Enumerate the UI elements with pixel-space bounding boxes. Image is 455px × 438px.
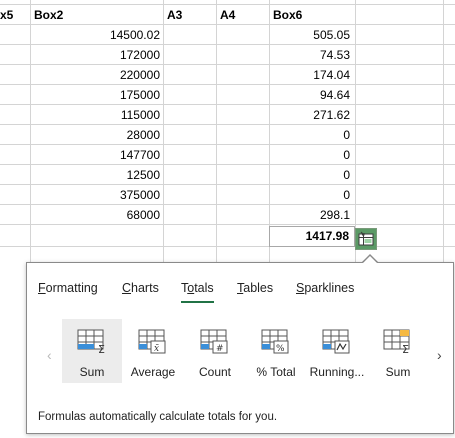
box6-cell[interactable]: 94.64	[319, 88, 350, 102]
gridline	[0, 4, 455, 5]
gridline	[0, 44, 455, 45]
gridline	[0, 164, 455, 165]
tab-accelerator: S	[296, 281, 305, 295]
option-average[interactable]: x̄ Average	[123, 319, 183, 383]
quick-analysis-icon	[358, 231, 374, 246]
box6-cell[interactable]: 0	[343, 188, 350, 202]
option-label: Average	[130, 365, 176, 379]
box6-cell[interactable]: 0	[343, 148, 350, 162]
quick-analysis-panel: Formatting Charts Totals Tables Sparklin…	[26, 262, 454, 434]
gridline	[0, 184, 455, 185]
box2-cell[interactable]: 12500	[126, 168, 160, 182]
gridline	[30, 0, 31, 265]
header-cell-a[interactable]: x5	[0, 8, 14, 22]
box6-total-cell[interactable]: 1417.98	[269, 226, 355, 247]
box2-cell[interactable]: 147700	[119, 148, 160, 162]
box6-cell[interactable]: 0	[343, 168, 350, 182]
svg-text:x̄: x̄	[154, 344, 159, 354]
gridline	[0, 144, 455, 145]
tab-label: tals	[194, 281, 214, 295]
scroll-right-arrow[interactable]: ›	[437, 347, 442, 363]
box2-cell[interactable]: 172000	[119, 48, 160, 62]
header-cell-box6[interactable]: Box6	[273, 8, 303, 22]
tab-formatting[interactable]: Formatting	[38, 281, 98, 295]
running-total-icon	[322, 329, 350, 354]
box6-cell[interactable]: 298.1	[319, 208, 350, 222]
tab-totals[interactable]: Totals	[181, 281, 214, 303]
tab-label-prefix: T	[181, 281, 188, 295]
box2-cell[interactable]: 68000	[126, 208, 160, 222]
box2-cell[interactable]: 115000	[120, 108, 160, 122]
box6-cell[interactable]: 174.04	[313, 68, 350, 82]
sum-icon: Σ	[77, 329, 105, 355]
option-label: % Total	[256, 365, 296, 379]
svg-text:%: %	[276, 344, 285, 354]
option-label: Running...	[309, 365, 365, 379]
count-icon: #	[200, 329, 228, 354]
spreadsheet-grid: x5 Box2 A3 A4 Box6 14500.02 172000 22000…	[0, 0, 455, 265]
box6-cell[interactable]: 505.05	[313, 28, 350, 42]
tab-accelerator: T	[237, 281, 244, 295]
option-sum-right[interactable]: Σ Sum	[368, 319, 428, 383]
quick-analysis-button[interactable]	[355, 228, 377, 250]
gridline	[163, 0, 164, 265]
percent-total-icon: %	[261, 329, 289, 354]
gridline	[0, 64, 455, 65]
box6-cell[interactable]: 0	[343, 128, 350, 142]
box6-cell[interactable]: 74.53	[319, 48, 350, 62]
totals-options: Σ Sum x̄ Average #	[27, 319, 453, 383]
box2-cell[interactable]: 14500.02	[109, 28, 160, 42]
gridline	[0, 246, 455, 247]
quick-analysis-tabs: Formatting Charts Totals Tables Sparklin…	[27, 281, 453, 305]
header-cell-a3[interactable]: A3	[167, 8, 183, 22]
gridline	[269, 0, 270, 265]
tab-label: parklines	[304, 281, 355, 295]
option-percent-total[interactable]: % % Total	[246, 319, 306, 383]
tab-sparklines[interactable]: Sparklines	[296, 281, 354, 295]
header-cell-a4[interactable]: A4	[220, 8, 236, 22]
scroll-left-arrow[interactable]: ‹	[47, 347, 52, 363]
average-icon: x̄	[138, 329, 166, 354]
gridline	[0, 204, 455, 205]
svg-text:Σ: Σ	[402, 343, 409, 355]
gridline	[216, 0, 217, 265]
tab-label: ormatting	[45, 281, 98, 295]
tab-label: ables	[243, 281, 274, 295]
box2-cell[interactable]: 28000	[126, 128, 160, 142]
box2-cell[interactable]: 375000	[119, 188, 160, 202]
gridline	[0, 124, 455, 125]
panel-pointer-fill	[362, 256, 378, 264]
tab-accelerator: F	[38, 281, 46, 295]
svg-text:Σ: Σ	[98, 343, 105, 355]
option-label: Sum	[79, 365, 105, 379]
gridline	[355, 0, 356, 265]
tab-charts[interactable]: Charts	[122, 281, 159, 295]
box2-cell[interactable]: 220000	[119, 68, 160, 82]
tab-label: harts	[131, 281, 159, 295]
tab-tables[interactable]: Tables	[237, 281, 273, 295]
tab-accelerator: C	[122, 281, 132, 295]
gridline	[0, 224, 455, 225]
option-label: Sum	[385, 365, 411, 379]
header-cell-box2[interactable]: Box2	[34, 8, 64, 22]
tab-accelerator: o	[187, 281, 195, 295]
gridline	[0, 104, 455, 105]
svg-text:#: #	[216, 344, 224, 354]
sum-right-icon: Σ	[383, 329, 410, 355]
gridline	[443, 0, 444, 265]
box2-cell[interactable]: 175000	[119, 88, 160, 102]
option-label: Count	[198, 365, 232, 379]
option-running-total[interactable]: Running...	[307, 319, 367, 383]
gridline	[0, 24, 455, 25]
box6-cell[interactable]: 271.62	[313, 108, 350, 122]
gridline	[0, 84, 455, 85]
option-description: Formulas automatically calculate totals …	[38, 411, 278, 423]
option-count[interactable]: # Count	[185, 319, 245, 383]
option-sum-bottom[interactable]: Σ Sum	[62, 319, 122, 383]
